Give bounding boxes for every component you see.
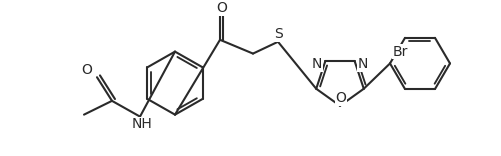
Text: O: O xyxy=(81,63,92,77)
Text: Br: Br xyxy=(391,45,407,59)
Text: O: O xyxy=(216,1,227,15)
Text: N: N xyxy=(357,57,367,71)
Text: O: O xyxy=(335,91,346,105)
Text: S: S xyxy=(274,27,283,41)
Text: NH: NH xyxy=(131,117,152,132)
Text: N: N xyxy=(312,57,322,71)
